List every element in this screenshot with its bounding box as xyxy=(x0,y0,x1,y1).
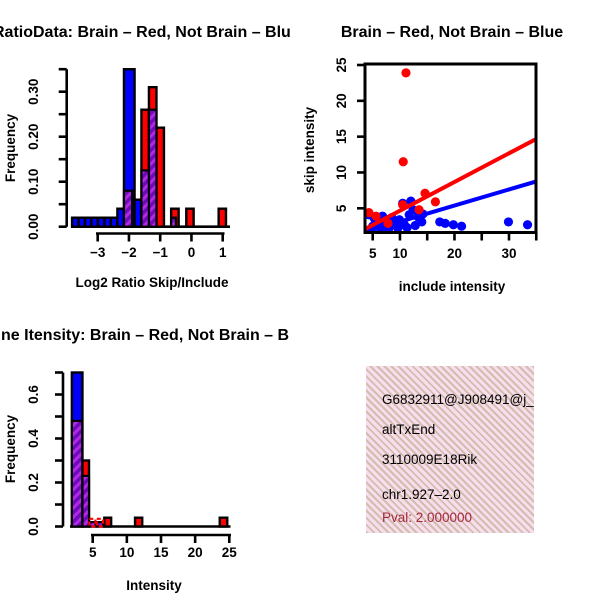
hist-bar-red xyxy=(217,207,228,228)
hist-bar-overlap xyxy=(147,108,158,228)
scatter-point-blue xyxy=(456,221,467,231)
scatter-point-blue xyxy=(522,220,533,230)
y-tick-label: 0.10 xyxy=(26,169,41,195)
y-axis-title: Frequency xyxy=(3,113,18,182)
scatter-point-blue xyxy=(503,217,514,227)
x-tick-label: 25 xyxy=(222,545,238,560)
plot-box xyxy=(363,62,538,234)
hist-bar-overlap xyxy=(122,189,134,228)
event-type-text: altTxEnd xyxy=(382,422,436,437)
y-axis-title: Frequency xyxy=(3,414,18,483)
x-tick-label: 10 xyxy=(392,246,407,261)
scatter-point-red xyxy=(365,208,374,218)
hist-bar-red xyxy=(218,516,229,528)
x-tick-label: 20 xyxy=(447,246,462,261)
intensity-scatter-panel: 5 10 20 30 5 10 15 20 25 include intensity skip in… xyxy=(302,24,563,294)
hist-bar-overlap xyxy=(140,169,151,228)
hist-bar-red xyxy=(133,516,144,528)
x-tick-label: 5 xyxy=(369,246,377,261)
regression-line-red xyxy=(365,137,536,231)
y-tick-label: 15 xyxy=(334,129,349,145)
scatter-point-blue xyxy=(448,220,458,230)
y-tick-label: 25 xyxy=(334,57,349,73)
gene-id-text: G6832911@J908491@j_ xyxy=(382,392,534,407)
hist-bar-red xyxy=(155,126,166,228)
regression-line-blue xyxy=(365,179,536,233)
scatter-plot-area xyxy=(365,68,536,233)
y-tick-label: 0.20 xyxy=(26,124,41,150)
x-tick-label: 30 xyxy=(501,246,516,261)
log2-ratio-histogram-panel: 0.00 0.10 0.20 0.30 −3 −2 −1 0 1 Log2 Ratio Skip/… xyxy=(0,24,291,290)
panel-title: ne Itensity: Brain – Red, Not Brain – B xyxy=(1,327,289,344)
scatter-point-red xyxy=(383,218,393,228)
scatter-point-red xyxy=(371,211,381,221)
x-tick-label: 1 xyxy=(219,245,227,260)
scatter-point-red xyxy=(401,68,411,78)
scatter-point-red xyxy=(414,205,424,215)
gene-info-box: G6832911@J908491@j_ altTxEnd 3110009E18R… xyxy=(366,366,534,533)
hist-bar-overlap xyxy=(170,216,177,228)
y-axis-title: skip intensity xyxy=(302,106,317,193)
scatter-point-red xyxy=(430,197,440,207)
y-tick-label: 0.4 xyxy=(26,429,41,448)
hist-bar-overlap xyxy=(81,474,91,528)
scatter-point-blue xyxy=(402,223,412,233)
x-tick-label: 10 xyxy=(119,545,134,560)
hist-bar-red xyxy=(103,516,113,528)
x-tick-label: 5 xyxy=(89,545,97,560)
x-tick-label: 15 xyxy=(153,545,169,560)
gene-intensity-histogram-panel: 0.0 0.2 0.4 0.6 5 10 15 20 25 Intensity Frequency n… xyxy=(1,327,289,593)
scatter-point-red xyxy=(398,157,408,167)
x-axis-title: include intensity xyxy=(399,279,506,294)
scatter-point-blue xyxy=(417,217,427,227)
x-tick-label: −2 xyxy=(121,245,136,260)
x-tick-label: 0 xyxy=(188,245,196,260)
scatter-point-red xyxy=(420,188,430,198)
hist-bar-overlap xyxy=(70,419,84,528)
y-tick-label: 0.00 xyxy=(26,214,41,240)
x-axis-title: Intensity xyxy=(126,578,182,593)
y-tick-label: 0.6 xyxy=(26,385,41,404)
panel-title: Brain – Red, Not Brain – Blue xyxy=(341,24,563,41)
y-tick-label: 0.0 xyxy=(26,517,41,536)
panel-title: RatioData: Brain – Red, Not Brain – Blu xyxy=(0,24,291,41)
scatter-point-blue xyxy=(440,218,450,228)
locus-text: chr1.927–2.0 xyxy=(382,487,461,502)
x-tick-label: −3 xyxy=(90,245,106,260)
scatter-point-red xyxy=(398,200,408,210)
x-tick-label: 20 xyxy=(188,545,203,560)
y-tick-label: 20 xyxy=(334,93,349,108)
y-tick-label: 5 xyxy=(334,204,349,212)
x-tick-label: −1 xyxy=(152,245,168,260)
y-tick-label: 10 xyxy=(334,165,349,180)
hist-bar-dashed xyxy=(95,517,105,528)
hist-bar-red xyxy=(185,207,195,228)
y-tick-label: 0.30 xyxy=(26,79,41,105)
hist-bar-dashed xyxy=(88,517,97,528)
x-axis-title: Log2 Ratio Skip/Include xyxy=(75,275,229,290)
pval-text: Pval: 2.000000 xyxy=(382,510,473,525)
gene-symbol-text: 3110009E18Rik xyxy=(382,452,478,467)
y-tick-label: 0.2 xyxy=(26,473,41,492)
